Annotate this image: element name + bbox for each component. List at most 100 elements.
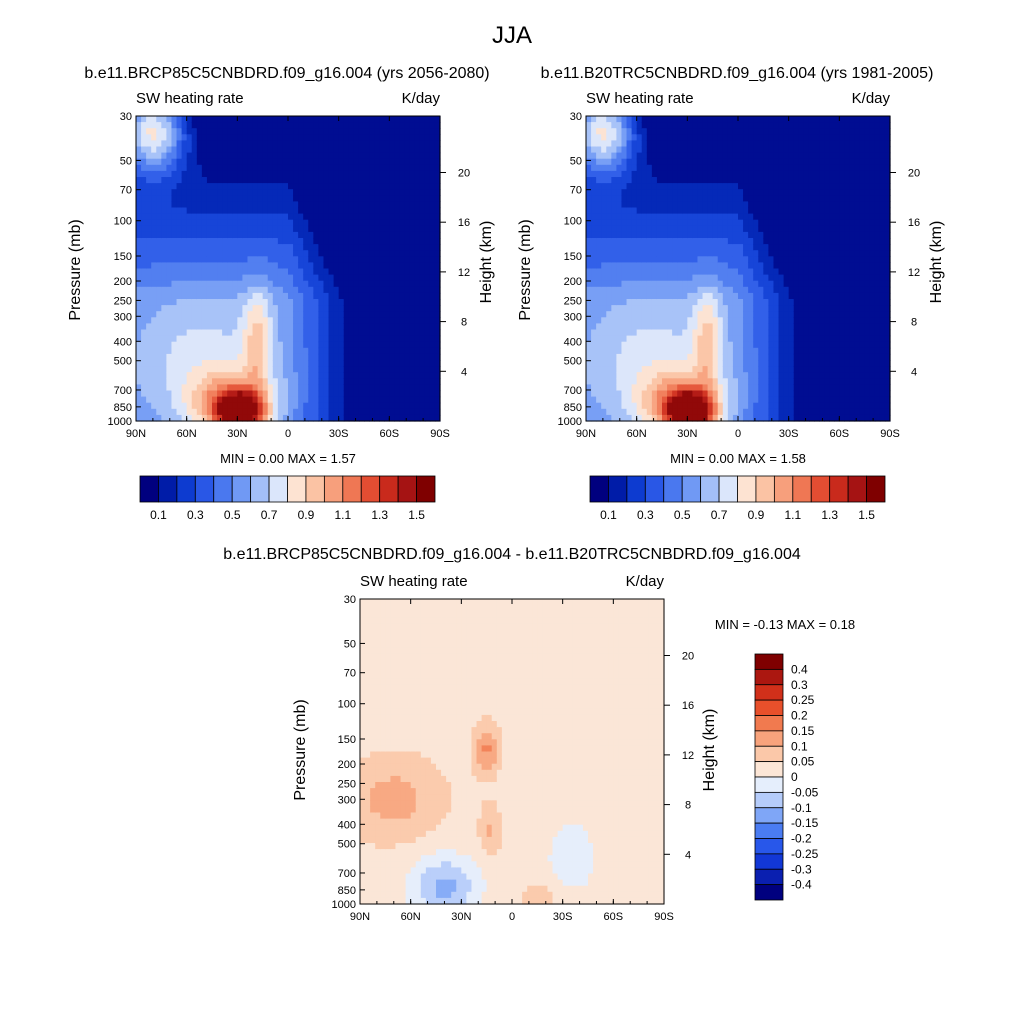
field-cell xyxy=(702,353,709,361)
field-cell xyxy=(176,140,183,148)
field-cell xyxy=(616,262,623,270)
field-cell xyxy=(727,378,734,385)
field-cell xyxy=(212,195,218,202)
field-cell xyxy=(267,280,274,288)
field-cell xyxy=(697,146,704,154)
field-cell xyxy=(293,311,299,318)
field-cell xyxy=(318,201,325,209)
field-cell xyxy=(606,146,612,154)
field-cell xyxy=(682,116,688,123)
field-cell xyxy=(141,305,147,312)
field-cell xyxy=(626,360,633,367)
field-cell xyxy=(227,408,233,416)
field-cell xyxy=(343,231,350,239)
field-cell xyxy=(677,152,683,160)
field-cell xyxy=(636,274,643,282)
field-cell xyxy=(763,140,769,148)
field-cell xyxy=(606,378,612,385)
field-cell xyxy=(662,256,668,263)
field-cell xyxy=(616,353,623,361)
field-cell xyxy=(389,158,395,166)
field-cell xyxy=(267,256,274,263)
field-cell xyxy=(171,238,178,245)
field-cell xyxy=(434,396,441,404)
field-cell xyxy=(672,299,678,306)
field-cell xyxy=(631,366,638,373)
field-cell xyxy=(298,384,304,392)
field-cell xyxy=(282,292,289,300)
field-cell xyxy=(348,128,355,135)
field-cell xyxy=(646,353,653,361)
future-colorbar: 0.1 0.3 0.5 0.7 0.9 1.1 1.3 1.5 xyxy=(139,475,436,522)
field-cell xyxy=(626,195,633,202)
field-cell xyxy=(591,408,597,416)
field-cell xyxy=(389,238,395,245)
y-tick-label: 250 xyxy=(114,295,132,307)
field-cell xyxy=(217,372,223,379)
field-cell xyxy=(379,329,385,337)
field-cell xyxy=(656,341,663,349)
field-cell xyxy=(697,311,704,318)
field-cell xyxy=(596,219,602,227)
field-cell xyxy=(611,335,617,343)
field-cell xyxy=(298,317,304,324)
field-cell xyxy=(384,250,390,257)
field-cell xyxy=(662,164,668,172)
field-cell xyxy=(667,292,673,300)
field-cell xyxy=(227,329,233,337)
field-cell xyxy=(429,286,436,294)
field-cell xyxy=(773,225,780,233)
field-cell xyxy=(429,396,436,404)
field-cell xyxy=(369,414,375,422)
field-cell xyxy=(232,414,238,422)
field-cell xyxy=(338,360,345,367)
field-cell xyxy=(262,378,269,385)
field-cell xyxy=(591,189,597,196)
field-cell xyxy=(727,396,734,404)
field-cell xyxy=(743,189,749,196)
field-cell xyxy=(596,408,602,416)
field-cell xyxy=(732,329,739,337)
field-cell xyxy=(242,213,249,221)
field-cell xyxy=(414,128,421,135)
field-cell xyxy=(353,286,360,294)
field-cell xyxy=(591,360,597,367)
field-cell xyxy=(707,286,714,294)
field-cell xyxy=(318,335,325,343)
field-cell xyxy=(732,414,739,422)
field-cell xyxy=(191,128,198,135)
field-cell xyxy=(727,116,734,123)
field-cell xyxy=(186,390,193,398)
field-cell xyxy=(293,262,299,270)
field-cell xyxy=(586,402,592,410)
field-cell xyxy=(621,299,628,306)
field-cell xyxy=(364,384,370,392)
field-cell xyxy=(358,305,365,312)
field-cell xyxy=(748,244,754,251)
field-cell xyxy=(232,384,238,392)
field-cell xyxy=(136,390,142,398)
field-cell xyxy=(429,244,436,251)
field-cell xyxy=(662,177,668,184)
field-cell xyxy=(333,353,340,361)
field-cell xyxy=(682,183,688,190)
field-cell xyxy=(662,347,668,355)
field-cell xyxy=(616,231,623,239)
field-cell xyxy=(161,347,167,355)
field-cell xyxy=(596,347,602,355)
field-cell xyxy=(232,305,238,312)
field-cell xyxy=(591,347,597,355)
field-cell xyxy=(181,195,188,202)
field-cell xyxy=(191,250,198,257)
field-cell xyxy=(636,244,643,251)
field-cell xyxy=(308,414,314,422)
field-cell xyxy=(404,335,411,343)
field-cell xyxy=(303,183,309,190)
field-cell xyxy=(242,384,249,392)
field-cell xyxy=(404,225,411,233)
field-cell xyxy=(702,183,709,190)
field-cell xyxy=(379,213,385,221)
field-cell xyxy=(662,268,668,276)
field-cell xyxy=(394,201,401,209)
field-cell xyxy=(374,347,380,355)
